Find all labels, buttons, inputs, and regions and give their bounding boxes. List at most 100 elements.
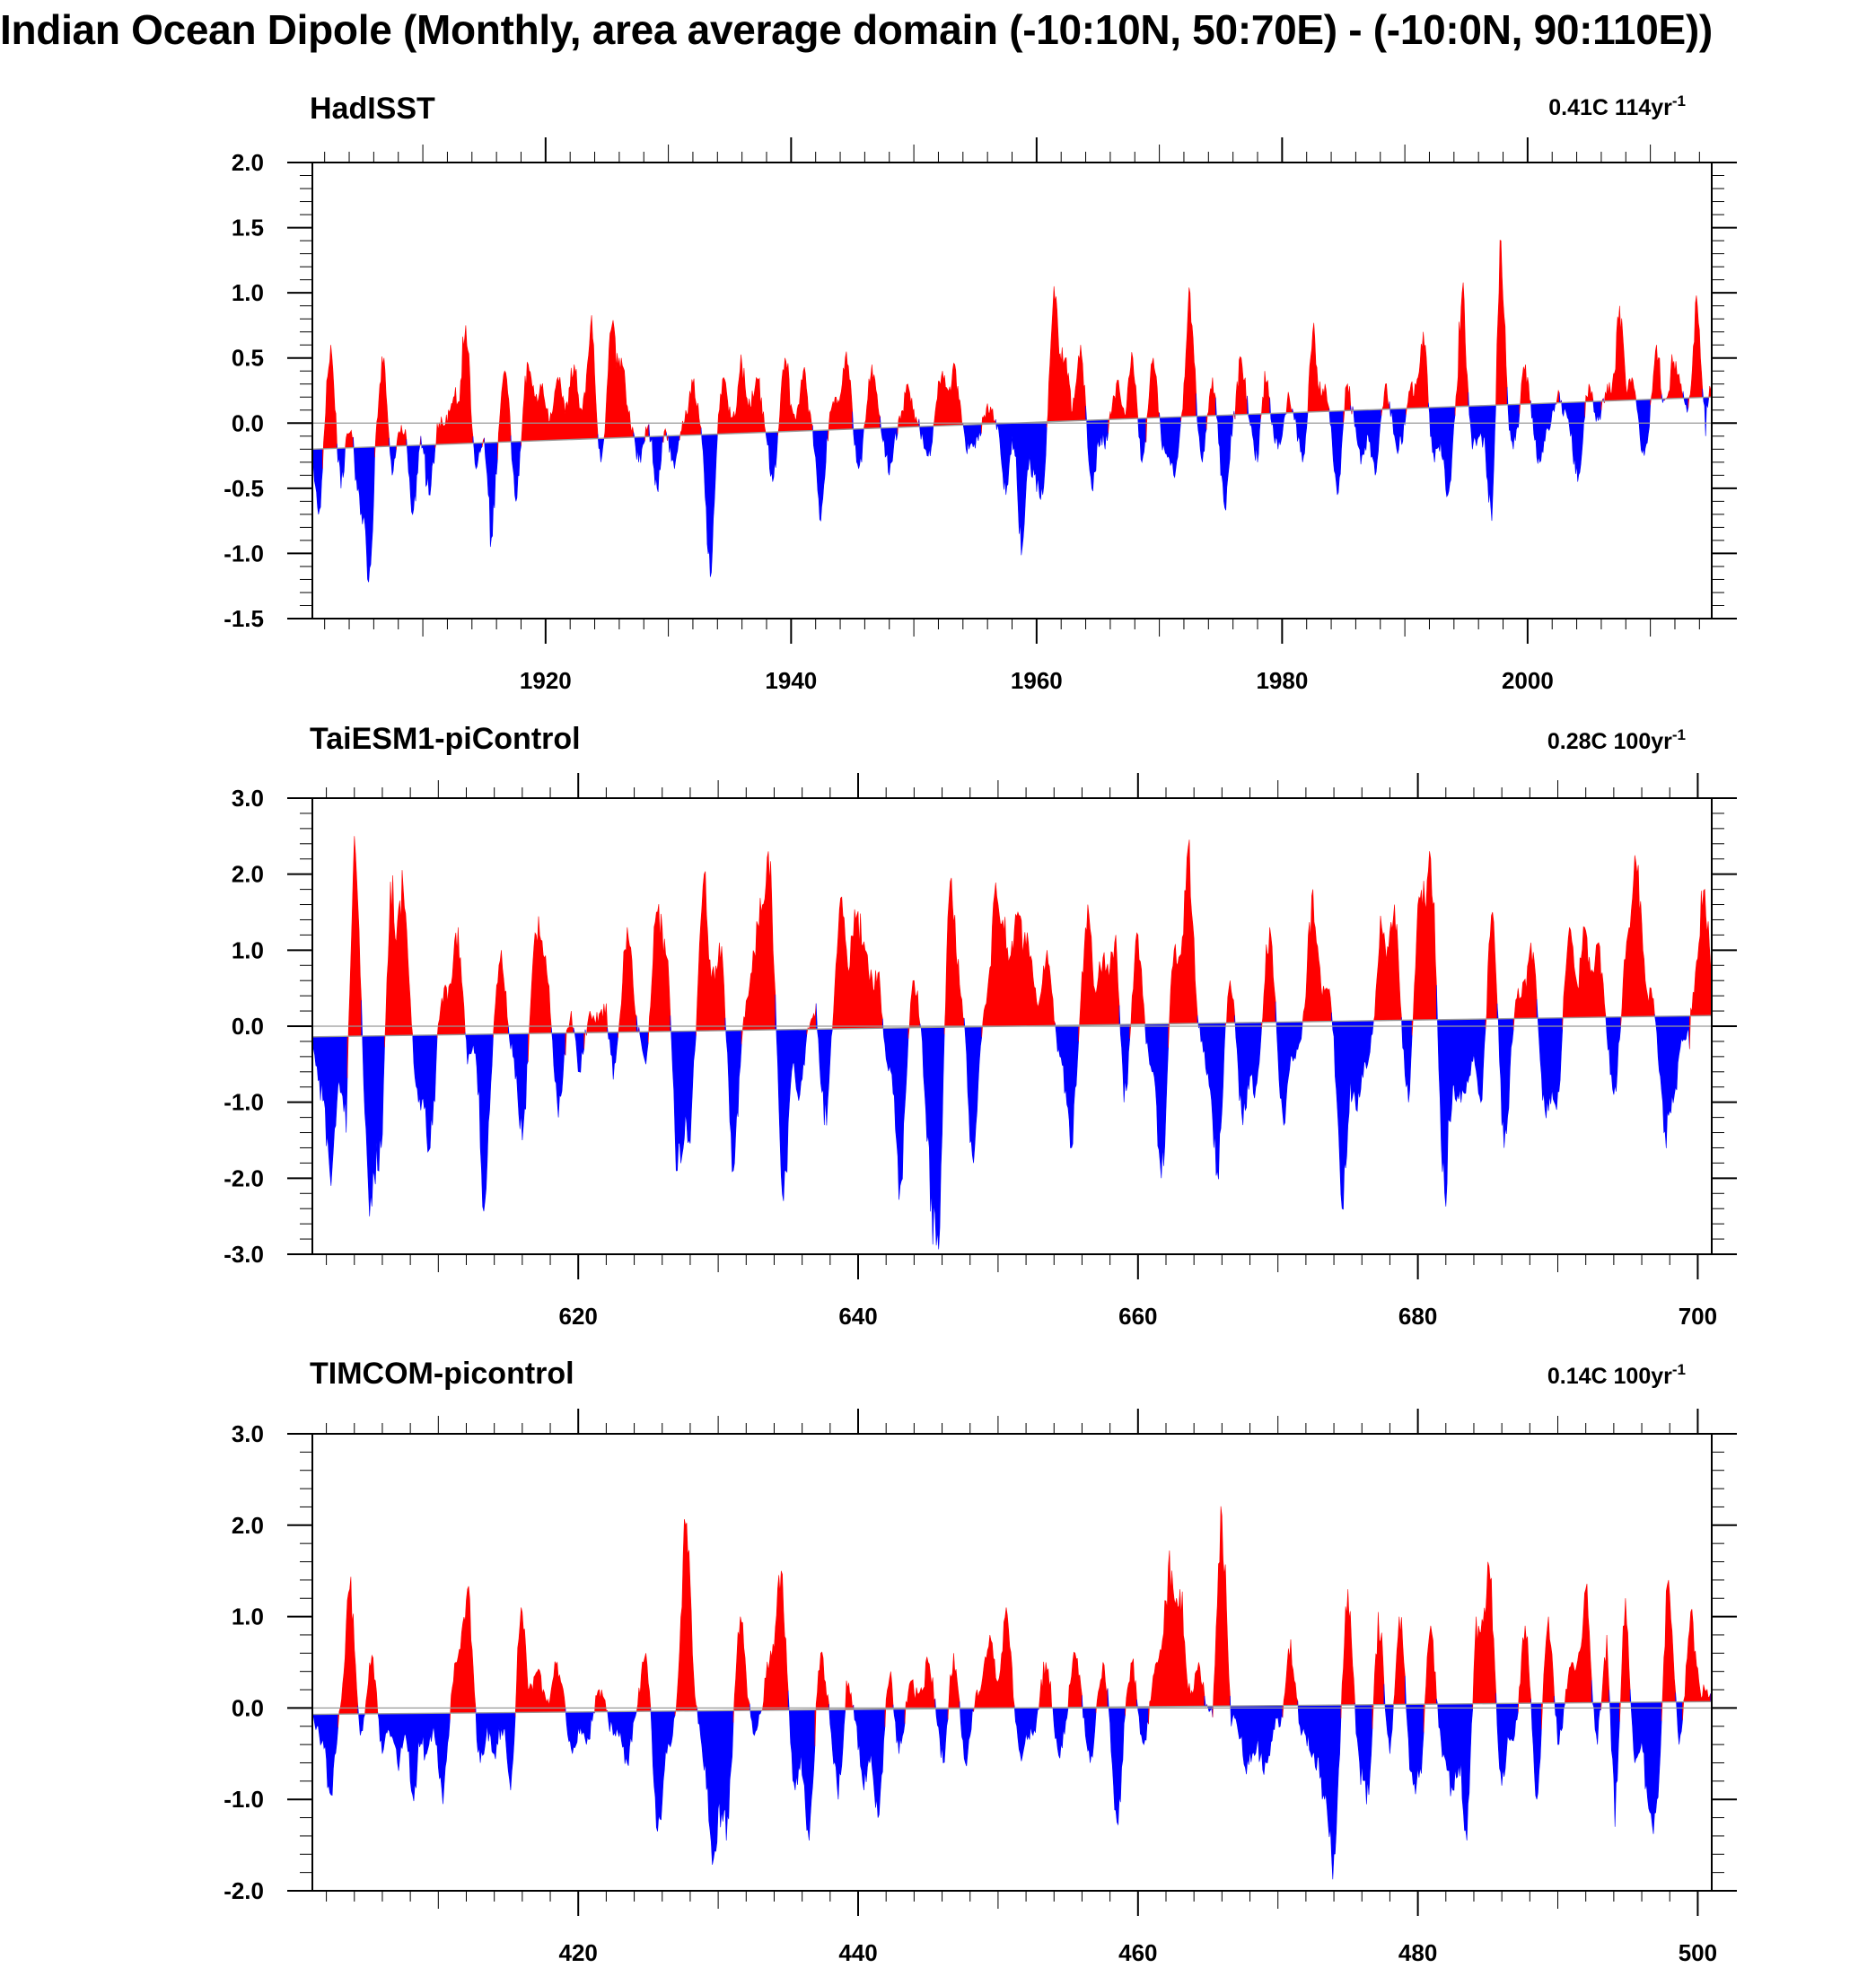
- y-tick-label: -0.5: [224, 475, 264, 502]
- positive-anomaly-area: [732, 1616, 750, 1723]
- positive-anomaly-area: [696, 871, 726, 1036]
- positive-anomaly-area: [1620, 855, 1655, 1026]
- positive-anomaly-area: [1619, 1598, 1631, 1722]
- positive-anomaly-area: [594, 1689, 608, 1714]
- negative-anomaly-area: [633, 432, 645, 463]
- negative-anomaly-area: [1013, 1705, 1039, 1762]
- trend-label: 0.41C 114yr-1: [1548, 92, 1686, 120]
- negative-anomaly-area: [882, 1018, 909, 1200]
- positive-anomaly-area: [1495, 240, 1508, 406]
- negative-anomaly-area: [962, 423, 982, 454]
- x-tick-label: 440: [838, 1939, 877, 1966]
- negative-anomaly-area: [636, 1015, 638, 1033]
- negative-anomaly-area: [311, 1713, 338, 1797]
- y-tick-label: -1.0: [224, 1786, 264, 1813]
- negative-anomaly-area: [1144, 1024, 1169, 1179]
- positive-anomaly-area: [521, 315, 599, 446]
- positive-anomaly-area: [897, 383, 920, 435]
- positive-anomaly-area: [1688, 295, 1703, 409]
- trend-label: 0.28C 100yr-1: [1547, 726, 1686, 754]
- positive-anomaly-area: [981, 403, 996, 434]
- positive-anomaly-area: [603, 320, 635, 439]
- negative-anomaly-area: [1682, 391, 1689, 413]
- positive-anomaly-area: [777, 357, 813, 436]
- positive-anomaly-area: [1046, 286, 1086, 428]
- y-tick-label: 0.0: [232, 409, 264, 436]
- y-tick-label: -1.0: [224, 1089, 264, 1116]
- x-tick-label: 1980: [1256, 667, 1308, 694]
- negative-anomaly-area: [1605, 1015, 1621, 1095]
- x-tick-label: 660: [1118, 1303, 1157, 1330]
- positive-anomaly-area: [1145, 357, 1160, 443]
- x-tick-label: 500: [1679, 1939, 1717, 1966]
- negative-anomaly-area: [697, 1708, 734, 1866]
- positive-anomaly-area: [828, 351, 853, 442]
- positive-anomaly-area: [1078, 904, 1120, 1042]
- positive-anomaly-area: [943, 877, 965, 1035]
- negative-anomaly-area: [1234, 1015, 1262, 1126]
- negative-anomaly-area: [1436, 1699, 1473, 1841]
- positive-anomaly-area: [1261, 927, 1276, 1029]
- positive-anomaly-area: [1234, 356, 1248, 420]
- positive-anomaly-area: [1381, 383, 1390, 417]
- negative-anomaly-area: [1530, 400, 1557, 464]
- negative-anomaly-area: [1635, 399, 1651, 456]
- negative-anomaly-area: [919, 1024, 945, 1250]
- positive-anomaly-area: [1604, 305, 1636, 404]
- y-axis: 3.0 2.0 1.0 0.0 -1.0 -2.0: [224, 1420, 1737, 1904]
- positive-anomaly-area: [1393, 1616, 1406, 1707]
- negative-anomaly-area: [484, 437, 498, 548]
- positive-anomaly-area: [1108, 352, 1138, 434]
- series-fill: [311, 1506, 1713, 1880]
- negative-anomaly-area: [353, 437, 375, 583]
- negative-anomaly-area: [650, 1707, 676, 1832]
- negative-anomaly-area: [508, 1025, 529, 1141]
- y-tick-label: 1.5: [232, 215, 264, 242]
- negative-anomaly-area: [472, 435, 483, 470]
- positive-anomaly-area: [717, 354, 767, 436]
- positive-anomaly-area: [1180, 287, 1197, 422]
- positive-anomaly-area: [1600, 397, 1604, 410]
- negative-anomaly-area: [357, 1705, 365, 1735]
- negative-anomaly-area: [565, 1708, 595, 1754]
- positive-anomaly-area: [1224, 980, 1235, 1026]
- positive-anomaly-area: [679, 378, 702, 440]
- negative-anomaly-area: [1558, 392, 1561, 404]
- negative-anomaly-area: [1085, 406, 1109, 492]
- positive-anomaly-area: [1565, 1584, 1592, 1705]
- positive-anomaly-area: [832, 896, 883, 1030]
- positive-anomaly-area: [1664, 354, 1684, 401]
- x-tick-label: 2000: [1502, 667, 1554, 694]
- negative-anomaly-area: [337, 444, 346, 488]
- negative-anomaly-area: [1159, 413, 1181, 479]
- positive-anomaly-area: [1067, 1651, 1083, 1709]
- y-tick-label: -2.0: [224, 1877, 264, 1904]
- negative-anomaly-area: [412, 1034, 438, 1154]
- x-tick-label: 700: [1679, 1303, 1717, 1330]
- positive-anomaly-area: [1485, 911, 1498, 1029]
- negative-anomaly-area: [1561, 400, 1585, 482]
- negative-anomaly-area: [1051, 1706, 1069, 1759]
- plot-frame: [311, 1433, 1713, 1892]
- positive-anomaly-area: [1512, 942, 1538, 1030]
- negative-anomaly-area: [573, 1027, 584, 1073]
- positive-anomaly-area: [618, 927, 637, 1038]
- x-tick-label: 680: [1398, 1303, 1437, 1330]
- x-tick-label: 1960: [1011, 667, 1063, 694]
- negative-anomaly-area: [787, 1691, 816, 1841]
- negative-anomaly-area: [934, 1699, 949, 1763]
- positive-anomaly-area: [1454, 282, 1469, 416]
- negative-anomaly-area: [1292, 409, 1309, 462]
- positive-anomaly-area: [1340, 1589, 1355, 1718]
- positive-anomaly-area: [586, 1003, 608, 1036]
- positive-anomaly-area: [1302, 889, 1332, 1024]
- y-axis: 3.0 2.0 1.0 0.0 -1.0 -2.0 -3.0: [224, 785, 1737, 1268]
- negative-anomaly-area: [1352, 406, 1382, 476]
- negative-anomaly-area: [1468, 391, 1496, 522]
- negative-anomaly-area: [1401, 1017, 1413, 1103]
- positive-anomaly-area: [1372, 1612, 1385, 1729]
- negative-anomaly-area: [880, 416, 899, 476]
- positive-anomaly-area: [1372, 904, 1402, 1023]
- x-axis: 1920 1940 1960 1980 2000: [324, 137, 1700, 694]
- y-tick-label: 1.0: [232, 279, 264, 306]
